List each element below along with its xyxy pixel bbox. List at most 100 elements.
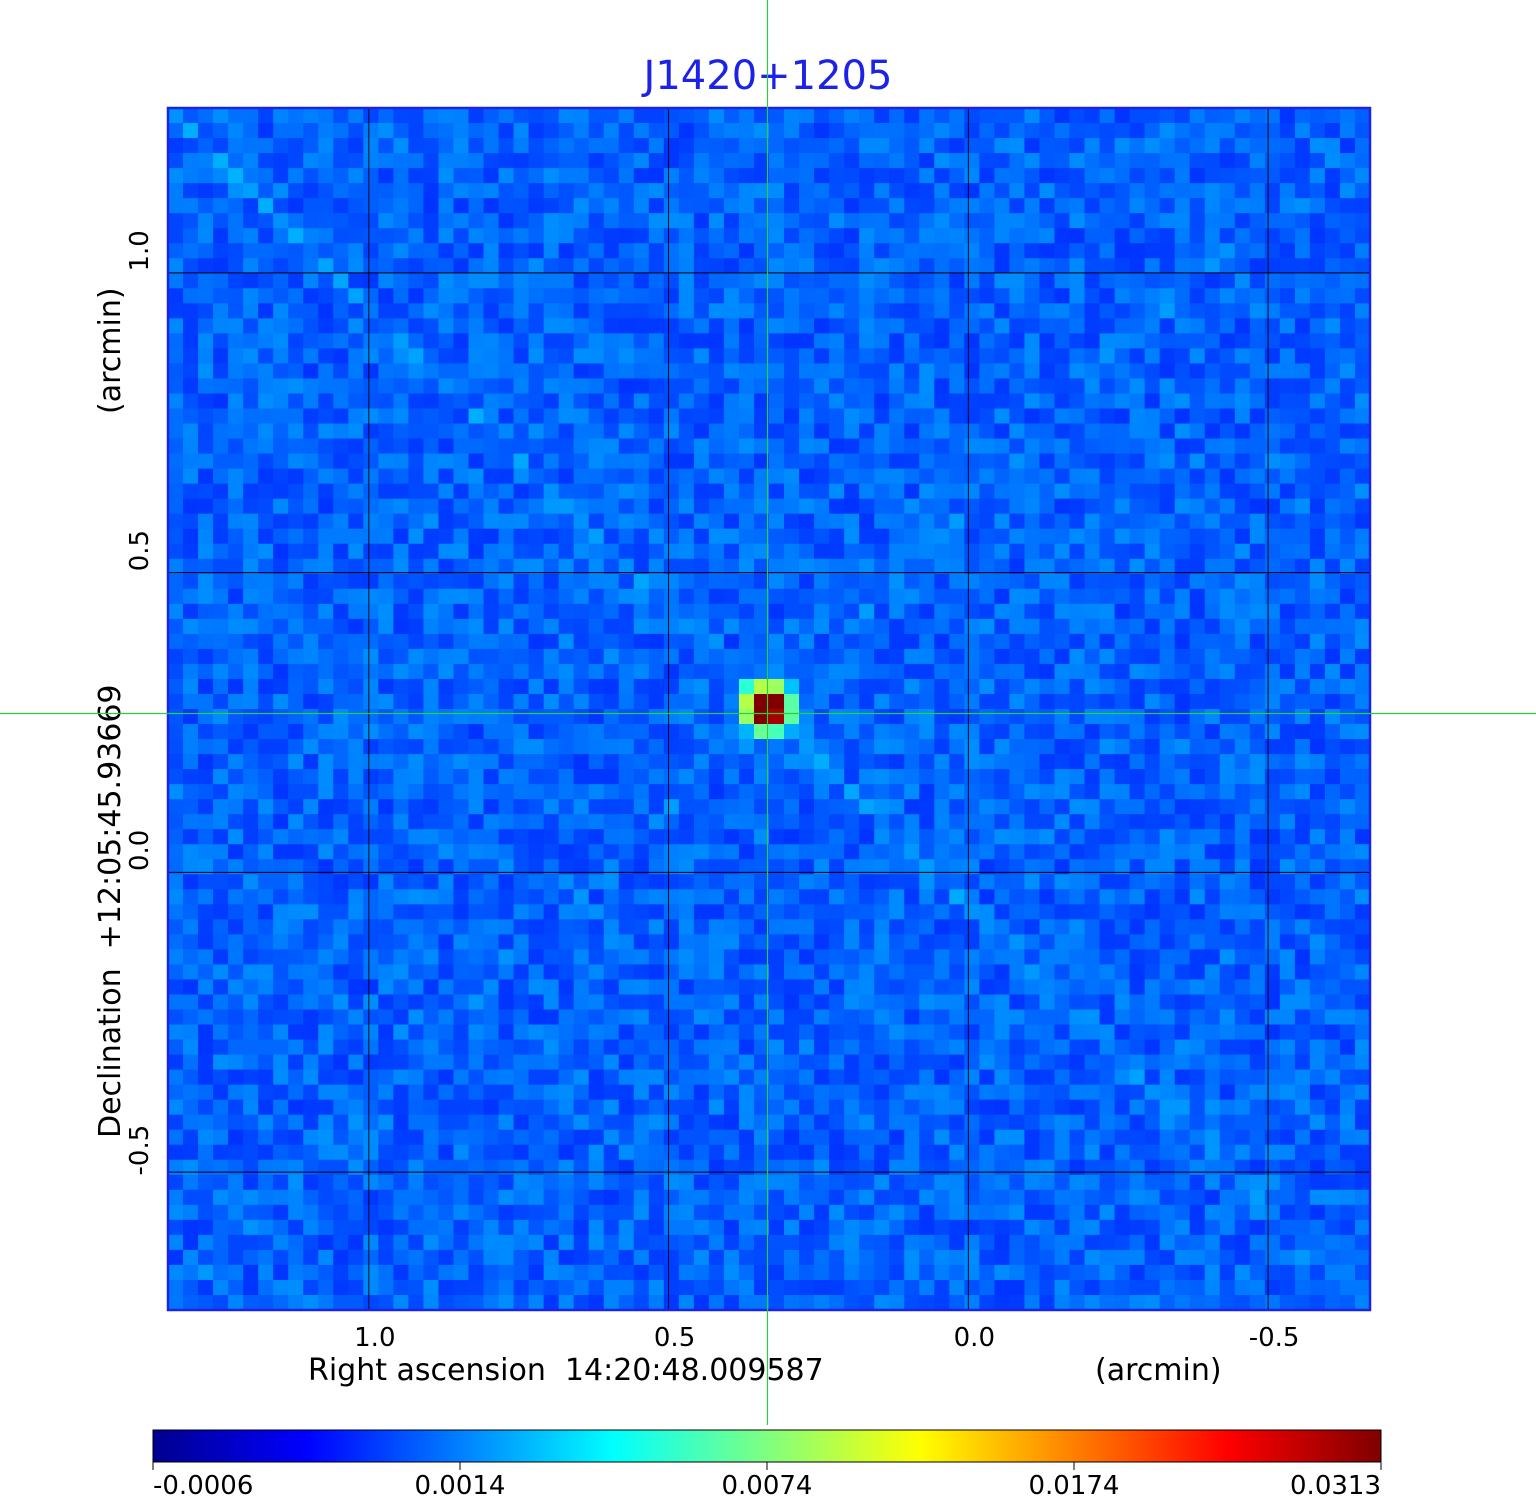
heatmap-cell	[1129, 994, 1146, 1011]
heatmap-cell	[213, 543, 229, 560]
heatmap-cell	[348, 258, 364, 274]
heatmap-cell	[1234, 859, 1251, 875]
heatmap-cell	[1249, 949, 1266, 966]
heatmap-cell	[228, 498, 244, 515]
heatmap-cell	[348, 739, 364, 755]
heatmap-cell	[393, 739, 410, 755]
heatmap-cell	[588, 303, 605, 319]
heatmap-cell	[408, 678, 425, 695]
heatmap-cell	[333, 1039, 349, 1056]
heatmap-cell	[1354, 949, 1371, 966]
heatmap-cell	[1264, 378, 1281, 395]
heatmap-cell	[528, 243, 545, 259]
heatmap-cell	[889, 994, 905, 1011]
heatmap-cell	[468, 498, 485, 515]
heatmap-cell	[753, 994, 770, 1011]
heatmap-cell	[769, 919, 785, 935]
heatmap-cell	[363, 874, 379, 890]
heatmap-cell	[258, 979, 274, 996]
heatmap-cell	[799, 123, 815, 139]
heatmap-cell	[288, 453, 304, 470]
heatmap-cell	[964, 739, 980, 755]
heatmap-cell	[558, 618, 575, 635]
heatmap-cell	[829, 618, 845, 635]
heatmap-cell	[964, 378, 980, 395]
heatmap-cell	[859, 333, 875, 350]
heatmap-cell	[543, 949, 560, 966]
heatmap-cell	[1264, 739, 1281, 755]
heatmap-cell	[318, 904, 334, 920]
heatmap-cell	[393, 799, 410, 815]
heatmap-cell	[378, 799, 394, 815]
heatmap-cell	[483, 648, 500, 665]
heatmap-cell	[333, 603, 349, 620]
heatmap-cell	[1354, 198, 1371, 214]
heatmap-cell	[453, 558, 470, 575]
heatmap-cell	[1234, 1024, 1251, 1041]
heatmap-cell	[273, 739, 289, 755]
heatmap-cell	[603, 333, 620, 350]
heatmap-cell	[723, 393, 740, 410]
heatmap-cell	[814, 769, 830, 785]
heatmap-cell	[408, 693, 425, 710]
heatmap-cell	[1069, 528, 1086, 545]
heatmap-cell	[393, 964, 410, 981]
heatmap-cell	[528, 318, 545, 334]
heatmap-cell	[573, 739, 590, 755]
heatmap-cell	[829, 754, 845, 770]
heatmap-cell	[183, 303, 199, 319]
heatmap-cell	[573, 303, 590, 319]
heatmap-cell	[1189, 633, 1206, 650]
heatmap-cell	[618, 438, 635, 455]
heatmap-cell	[303, 1024, 319, 1041]
heatmap-cell	[904, 994, 920, 1011]
heatmap-cell	[889, 363, 905, 380]
heatmap-cell	[1084, 934, 1101, 951]
heatmap-cell	[198, 934, 214, 951]
heatmap-cell	[543, 348, 560, 365]
heatmap-cell	[844, 408, 860, 425]
heatmap-cell	[1339, 724, 1356, 740]
heatmap-cell	[453, 333, 470, 350]
heatmap-cell	[558, 228, 575, 244]
heatmap-cell	[558, 243, 575, 259]
heatmap-cell	[1084, 153, 1101, 169]
heatmap-cell	[168, 618, 184, 635]
heatmap-cell	[438, 513, 455, 530]
heatmap-cell	[288, 198, 304, 214]
heatmap-cell	[438, 213, 455, 229]
heatmap-cell	[769, 1024, 785, 1041]
heatmap-cell	[1279, 919, 1296, 935]
heatmap-cell	[1234, 919, 1251, 935]
heatmap-cell	[994, 693, 1011, 710]
heatmap-cell	[1204, 228, 1221, 244]
heatmap-cell	[1159, 784, 1176, 800]
heatmap-cell	[1249, 859, 1266, 875]
heatmap-cell	[934, 633, 950, 650]
heatmap-cell	[603, 724, 620, 740]
heatmap-cell	[423, 198, 440, 214]
heatmap-cell	[1084, 273, 1101, 289]
heatmap-cell	[1144, 799, 1161, 815]
heatmap-cell	[708, 468, 725, 485]
heatmap-cell	[213, 108, 229, 124]
heatmap-cell	[273, 243, 289, 259]
heatmap-cell	[1099, 919, 1116, 935]
heatmap-cell	[408, 964, 425, 981]
heatmap-cell	[618, 874, 635, 890]
heatmap-cell	[784, 318, 800, 334]
heatmap-cell	[994, 558, 1011, 575]
heatmap-cell	[348, 769, 364, 785]
heatmap-cell	[288, 408, 304, 425]
heatmap-cell	[1294, 934, 1311, 951]
heatmap-cell	[1174, 588, 1191, 605]
heatmap-cell	[814, 558, 830, 575]
heatmap-cell	[498, 123, 515, 139]
heatmap-cell	[333, 243, 349, 259]
heatmap-cell	[874, 633, 890, 650]
heatmap-cell	[753, 784, 770, 800]
heatmap-cell	[633, 618, 650, 635]
heatmap-cell	[288, 363, 304, 380]
heatmap-cell	[648, 949, 665, 966]
heatmap-cell	[168, 1024, 184, 1041]
